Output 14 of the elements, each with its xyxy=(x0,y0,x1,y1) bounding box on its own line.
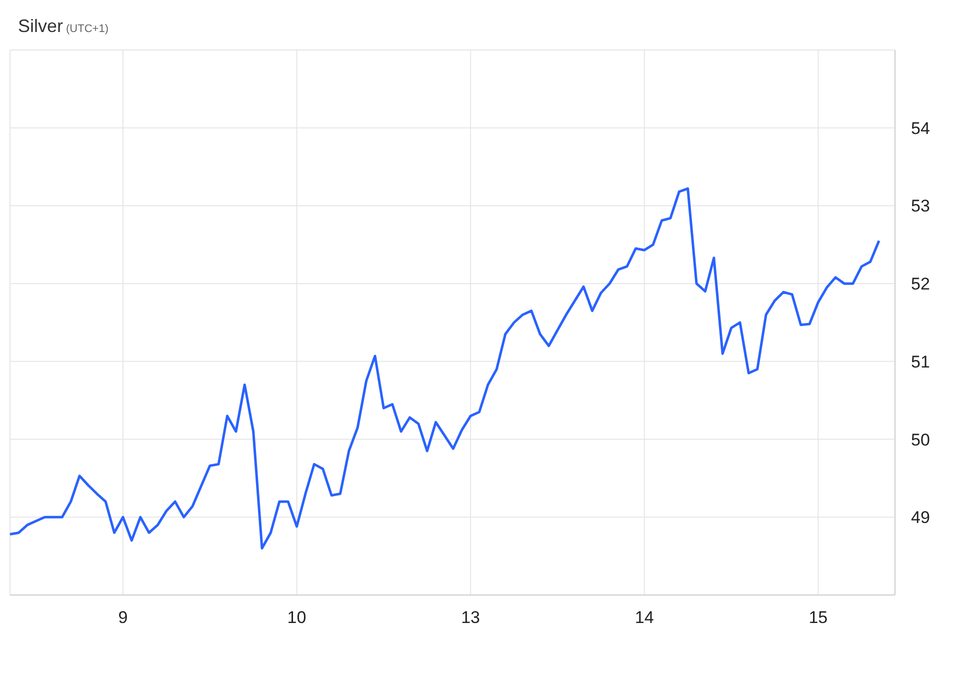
y-tick-label: 49 xyxy=(911,508,930,528)
x-tick-label: 15 xyxy=(808,608,828,628)
x-tick-label: 10 xyxy=(287,608,306,628)
y-tick-label: 51 xyxy=(911,352,930,372)
x-tick-label: 9 xyxy=(118,608,128,628)
x-tick-label: 14 xyxy=(634,608,654,628)
x-tick-label: 13 xyxy=(461,608,480,628)
y-tick-label: 54 xyxy=(911,118,930,138)
chart-subtitle: (UTC+1) xyxy=(66,23,108,35)
line-series xyxy=(8,187,880,550)
y-tick-label: 53 xyxy=(911,196,930,216)
chart-title: Silver xyxy=(18,16,64,36)
y-tick-label: 50 xyxy=(911,430,930,450)
y-tick-label: 52 xyxy=(911,274,930,294)
